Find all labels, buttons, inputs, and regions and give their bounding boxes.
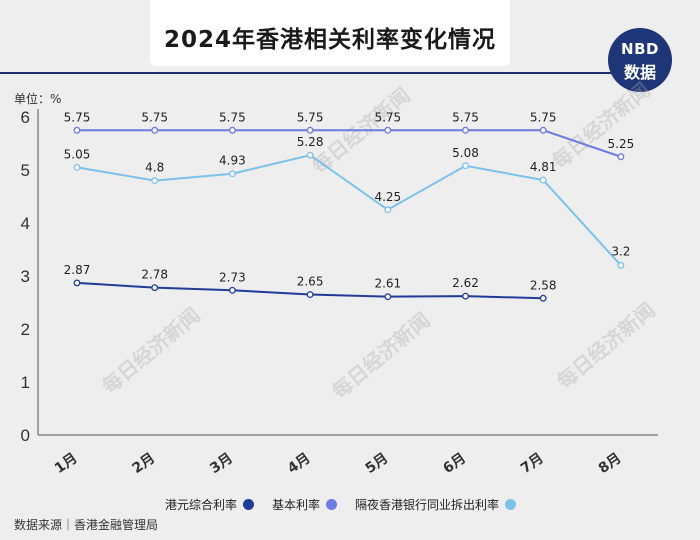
- legend-marker: [243, 499, 255, 510]
- series-line: [76, 154, 622, 267]
- data-point: [539, 294, 547, 302]
- legend-item-best-lending: 基本利率: [272, 496, 338, 513]
- legend: 港元综合利率 基本利率 隔夜香港银行同业拆出利率: [165, 496, 534, 513]
- unit-label: 单位：%: [14, 92, 62, 106]
- data-label: 5.75: [530, 110, 557, 124]
- data-point: [462, 292, 469, 300]
- data-point: [384, 293, 392, 301]
- data-label: 4.81: [530, 160, 557, 174]
- y-tick-label: 1: [21, 373, 30, 392]
- x-tick-label: 6月: [440, 450, 469, 477]
- series-line: [77, 129, 622, 158]
- data-label: 3.2: [611, 244, 630, 258]
- data-point: [539, 176, 547, 184]
- data-label: 5.75: [297, 110, 324, 124]
- data-point: [539, 126, 547, 134]
- title-background: [150, 0, 510, 66]
- data-label: 5.25: [608, 137, 635, 151]
- data-label: 2.87: [64, 263, 91, 277]
- legend-label: 港元综合利率: [165, 498, 238, 512]
- y-tick-label: 0: [21, 426, 30, 445]
- data-point: [228, 126, 236, 134]
- legend-label: 隔夜香港银行同业拆出利率: [355, 498, 500, 512]
- data-point: [617, 261, 625, 269]
- data-point: [462, 162, 469, 170]
- data-label: 2.62: [452, 276, 479, 290]
- data-label: 2.58: [530, 278, 557, 292]
- x-tick-label: 4月: [285, 450, 314, 477]
- data-point: [228, 170, 236, 178]
- nbd-logo: NBD 数据: [608, 28, 672, 92]
- data-point: [73, 163, 81, 171]
- data-label: 4.93: [219, 154, 246, 168]
- x-tick-label: 1月: [52, 450, 81, 477]
- x-tick-label: 5月: [363, 450, 392, 477]
- x-tick-label: 2月: [130, 450, 159, 477]
- logo-line1: NBD: [621, 40, 659, 58]
- legend-marker: [505, 499, 517, 510]
- y-tick-label: 6: [21, 108, 30, 127]
- x-tick-label: 3月: [207, 450, 236, 477]
- data-point: [151, 126, 159, 134]
- data-label: 5.05: [64, 147, 91, 161]
- data-label: 5.75: [141, 110, 168, 124]
- data-label: 4.25: [374, 190, 401, 204]
- title-underline: [0, 72, 622, 74]
- data-label: 5.28: [297, 135, 324, 149]
- legend-marker: [326, 499, 338, 510]
- data-label: 5.75: [64, 110, 91, 124]
- data-label: 5.75: [374, 110, 401, 124]
- data-point: [306, 291, 314, 298]
- title-area: 2024年香港相关利率变化情况: [0, 0, 700, 80]
- logo-line2: 数据: [623, 63, 656, 82]
- data-point: [228, 286, 236, 294]
- data-point: [462, 126, 469, 134]
- y-tick-label: 3: [21, 267, 30, 286]
- legend-item-hkd-composite: 港元综合利率: [165, 496, 255, 513]
- x-tick-label: 7月: [518, 450, 547, 477]
- data-point: [73, 126, 81, 134]
- data-point: [617, 153, 625, 161]
- data-point: [306, 151, 314, 159]
- data-label: 5.75: [219, 110, 246, 124]
- data-point: [306, 126, 314, 134]
- data-point: [384, 206, 392, 214]
- data-label: 2.61: [374, 277, 401, 291]
- data-label: 4.8: [145, 161, 164, 175]
- y-tick-label: 5: [21, 161, 30, 180]
- data-label: 2.78: [141, 268, 168, 282]
- data-label: 2.65: [297, 275, 324, 289]
- y-tick-label: 4: [21, 214, 30, 233]
- data-point: [151, 177, 159, 185]
- source-label: 数据来源｜香港金融管理局: [14, 518, 159, 532]
- data-label: 5.08: [452, 146, 479, 160]
- data-label: 2.73: [219, 270, 246, 284]
- data-point: [73, 279, 81, 287]
- data-point: [151, 284, 159, 292]
- legend-item-hibor: 隔夜香港银行同业拆出利率: [355, 496, 517, 513]
- chart-title: 2024年香港相关利率变化情况: [163, 27, 496, 53]
- x-tick-label: 8月: [596, 450, 625, 477]
- data-label: 5.75: [452, 110, 479, 124]
- y-tick-label: 2: [21, 320, 30, 339]
- legend-label: 基本利率: [272, 498, 321, 512]
- data-point: [384, 126, 392, 134]
